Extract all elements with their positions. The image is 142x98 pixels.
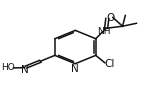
Text: N: N bbox=[21, 65, 28, 75]
Text: NH: NH bbox=[97, 27, 111, 36]
Text: HO: HO bbox=[1, 63, 15, 72]
Text: N: N bbox=[71, 64, 79, 74]
Text: O: O bbox=[106, 13, 114, 23]
Text: Cl: Cl bbox=[105, 59, 115, 69]
